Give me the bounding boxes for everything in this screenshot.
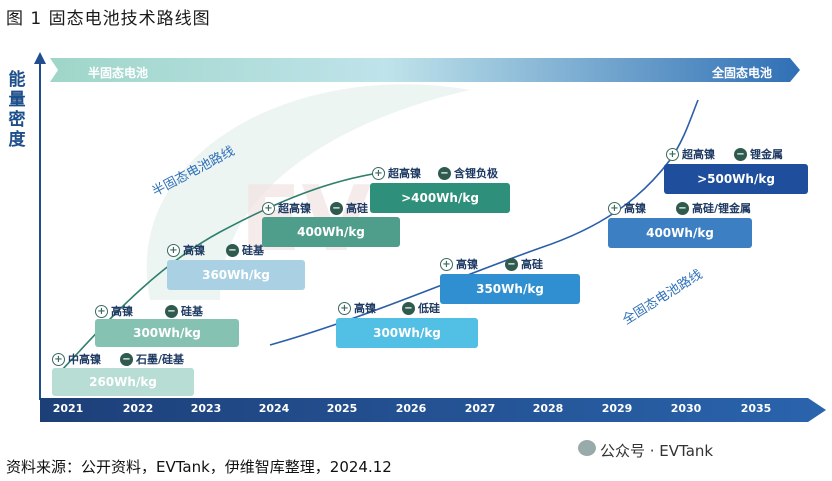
watermark-account: 公众号 · EVTank bbox=[600, 442, 714, 460]
energy-density-box: 400Wh/kg bbox=[608, 218, 752, 248]
plus-icon: + bbox=[95, 304, 108, 318]
material-tag-minus: − 高硅 bbox=[330, 200, 368, 216]
material-tag-plus: + 高镍 bbox=[440, 256, 478, 272]
year-label: 2027 bbox=[464, 402, 496, 415]
year-label: 2028 bbox=[532, 402, 564, 415]
figure-title: 图 1 固态电池技术路线图 bbox=[6, 9, 211, 29]
year-label: 2024 bbox=[258, 402, 290, 415]
plus-icon: + bbox=[372, 166, 385, 180]
minus-icon: − bbox=[226, 243, 239, 257]
material-tag-minus: − 低硅 bbox=[402, 300, 440, 316]
material-tag-plus: + 超高镍 bbox=[372, 165, 421, 181]
plus-icon: + bbox=[666, 147, 679, 161]
material-tag-minus: − 含锂负极 bbox=[438, 165, 498, 181]
year-label: 2030 bbox=[670, 402, 702, 415]
year-label: 2025 bbox=[326, 402, 358, 415]
banner-full-label: 全固态电池 bbox=[711, 66, 772, 80]
material-tag-plus: + 中高镍 bbox=[52, 351, 101, 367]
minus-icon: − bbox=[734, 147, 747, 161]
year-label: 2035 bbox=[740, 402, 772, 415]
energy-density-box: >400Wh/kg bbox=[370, 183, 510, 213]
plus-icon: + bbox=[52, 352, 65, 366]
material-tag-plus: + 超高镍 bbox=[262, 200, 311, 216]
wechat-icon bbox=[578, 440, 596, 456]
x-axis-band bbox=[40, 398, 826, 422]
year-label: 2029 bbox=[601, 402, 633, 415]
minus-icon: − bbox=[505, 257, 518, 271]
material-tag-plus: + 高镍 bbox=[167, 242, 205, 258]
minus-icon: − bbox=[402, 301, 415, 315]
y-axis-arrow bbox=[34, 52, 46, 64]
minus-icon: − bbox=[438, 166, 451, 180]
year-label: 2022 bbox=[122, 402, 154, 415]
minus-icon: − bbox=[165, 304, 178, 318]
energy-density-box: 300Wh/kg bbox=[95, 319, 239, 347]
plus-icon: + bbox=[262, 201, 275, 215]
plus-icon: + bbox=[608, 201, 621, 215]
banner-semi-label: 半固态电池 bbox=[88, 66, 149, 80]
banner-arrow bbox=[50, 58, 800, 82]
material-tag-minus: − 锂金属 bbox=[734, 146, 783, 162]
plus-icon: + bbox=[167, 243, 180, 257]
material-tag-minus: − 硅基 bbox=[226, 242, 264, 258]
material-tag-plus: + 高镍 bbox=[95, 303, 133, 319]
full-curve bbox=[269, 99, 699, 346]
year-label: 2026 bbox=[395, 402, 427, 415]
year-label: 2023 bbox=[190, 402, 222, 415]
material-tag-minus: − 硅基 bbox=[165, 303, 203, 319]
source-note: 资料来源：公开资料，EVTank，伊维智库整理，2024.12 bbox=[6, 458, 392, 476]
energy-density-box: 400Wh/kg bbox=[262, 217, 400, 247]
material-tag-minus: − 高硅 bbox=[505, 256, 543, 272]
plus-icon: + bbox=[440, 257, 453, 271]
energy-density-box: 350Wh/kg bbox=[440, 274, 580, 304]
year-label: 2021 bbox=[52, 402, 84, 415]
y-axis-label: 能量密度 bbox=[8, 70, 26, 150]
minus-icon: − bbox=[120, 352, 133, 366]
energy-density-box: >500Wh/kg bbox=[664, 164, 808, 194]
plus-icon: + bbox=[338, 301, 351, 315]
minus-icon: − bbox=[676, 201, 689, 215]
material-tag-plus: + 高镍 bbox=[338, 300, 376, 316]
material-tag-minus: − 石墨/硅基 bbox=[120, 351, 184, 367]
energy-density-box: 300Wh/kg bbox=[336, 318, 478, 348]
minus-icon: − bbox=[330, 201, 343, 215]
material-tag-plus: + 超高镍 bbox=[666, 146, 715, 162]
material-tag-minus: − 高硅/锂金属 bbox=[676, 200, 751, 216]
material-tag-plus: + 高镍 bbox=[608, 200, 646, 216]
energy-density-box: 260Wh/kg bbox=[52, 368, 194, 396]
energy-density-box: 360Wh/kg bbox=[167, 260, 305, 290]
